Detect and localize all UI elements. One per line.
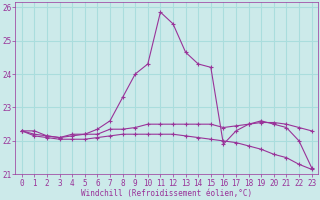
X-axis label: Windchill (Refroidissement éolien,°C): Windchill (Refroidissement éolien,°C) (81, 189, 252, 198)
